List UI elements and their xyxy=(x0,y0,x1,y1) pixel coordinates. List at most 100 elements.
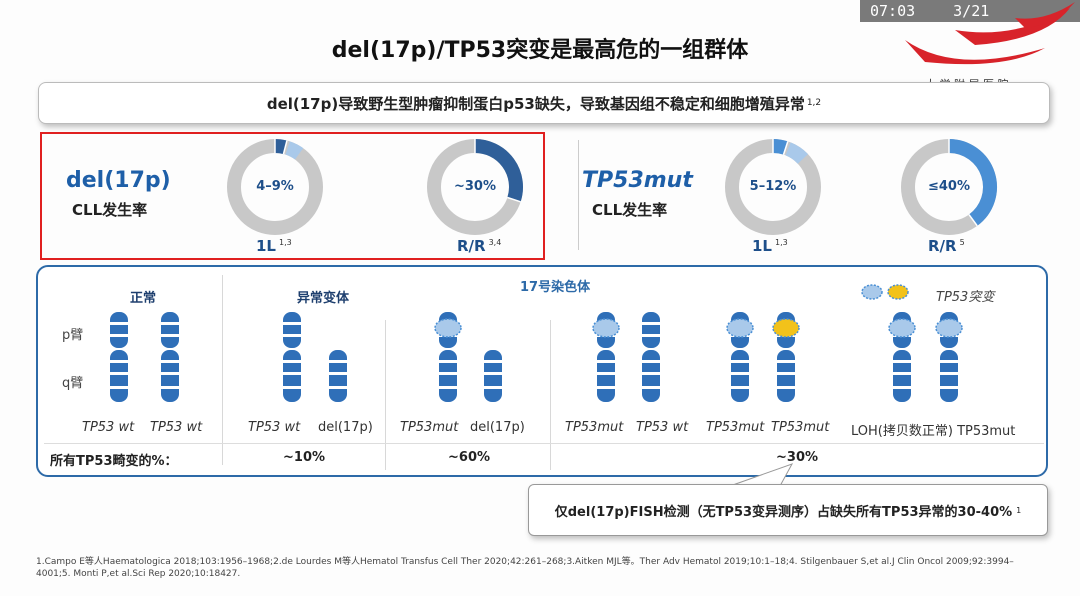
video-timestamp-bar: 07:03 3/21 xyxy=(860,0,1080,22)
tp53-mutation-marker xyxy=(888,318,916,338)
tp53-mutation-marker xyxy=(434,318,462,338)
chromosome-band xyxy=(893,360,911,363)
normal-heading: 正常 xyxy=(130,291,157,306)
elapsed-time: 07:03 xyxy=(870,2,916,20)
chromosome-diagram xyxy=(110,312,963,402)
chromosome-band xyxy=(161,372,179,375)
chromosome-q-arm xyxy=(329,350,347,402)
chromosome-q-arm xyxy=(161,350,179,402)
chromosome-q-arm xyxy=(940,350,958,402)
q-arm-label: q臂 xyxy=(62,376,84,391)
percent-del17p-only: ~10% xyxy=(283,450,326,465)
chromosome-q-arm xyxy=(439,350,457,402)
donut-tp53mut-rr-caption: R/R 5 xyxy=(928,237,965,255)
donut-del17p-rr-value: ~30% xyxy=(453,179,496,194)
chrom-label-normal-2: TP53 wt xyxy=(150,420,203,435)
chromosome-band xyxy=(484,372,502,375)
chromosome-q-arm xyxy=(597,350,615,402)
donut-slice-separator xyxy=(782,141,789,155)
chromosome-band xyxy=(940,386,958,389)
chromosome-band xyxy=(940,360,958,363)
chromosome-band xyxy=(283,334,301,337)
incidence-divider xyxy=(578,140,579,250)
donut-caption-text: 1L xyxy=(256,237,276,255)
chromosome-band xyxy=(161,334,179,337)
chromosome-band xyxy=(642,386,660,389)
chrom-label-c1: TP53mut xyxy=(565,420,624,435)
donut-caption-text: 1L xyxy=(752,237,772,255)
chromosome-band xyxy=(161,360,179,363)
donut-del17p-1l xyxy=(227,139,323,235)
chromosome-band xyxy=(597,360,615,363)
chromosome-band xyxy=(642,322,660,325)
donut-caption-text: R/R xyxy=(928,237,957,255)
chromosome-band xyxy=(439,372,457,375)
percent-row-rule xyxy=(44,443,1044,444)
chromosome-q-arm xyxy=(110,350,128,402)
fish-callout-refs: 1 xyxy=(1016,505,1022,515)
chromosome-q-arm xyxy=(642,350,660,402)
donut-tp53mut-rr-value: ≤40% xyxy=(927,179,970,194)
abnormal-heading: 异常变体 xyxy=(297,291,350,306)
tp53mut-label: TP53mut xyxy=(582,168,693,193)
chrom-label-d2: TP53mut xyxy=(771,420,830,435)
fish-callout-text: 仅del(17p)FISH检测（无TP53变异测序）占缺失所有TP53异常的30… xyxy=(554,504,1013,520)
chromosome-band xyxy=(731,372,749,375)
chromosome-band xyxy=(283,386,301,389)
percent-tp53mut-only: ~30% xyxy=(776,450,819,465)
chromosome-band xyxy=(439,386,457,389)
mutation-legend-label: TP53突变 xyxy=(936,290,995,305)
chrom-label-b1: TP53mut xyxy=(400,420,459,435)
references-footnote: 1.Campo E等人Haematologica 2018;103:1956–1… xyxy=(36,557,1014,579)
fish-callout: 仅del(17p)FISH检测（无TP53变异测序）占缺失所有TP53异常的30… xyxy=(528,484,1048,536)
chromosome-band xyxy=(597,372,615,375)
panel-divider xyxy=(550,320,551,470)
donut-slice-separator xyxy=(507,196,521,203)
chromosome-band xyxy=(642,360,660,363)
page-counter: 3/21 xyxy=(953,2,990,20)
chromosome-band xyxy=(940,372,958,375)
chromosome-p-arm xyxy=(283,312,301,348)
chromosome-band xyxy=(893,372,911,375)
chromosome-q-arm xyxy=(893,350,911,402)
tp53-mutation-marker xyxy=(592,318,620,338)
chromosome-band xyxy=(777,372,795,375)
donut-tp53mut-1l-value: 5–12% xyxy=(749,179,797,194)
chromosome-p-arm xyxy=(161,312,179,348)
chromosome-p-arm xyxy=(642,312,660,348)
chrom-label-a1: TP53 wt xyxy=(248,420,301,435)
donut-slice-primary xyxy=(948,139,997,226)
donut-caption-refs: 1,3 xyxy=(279,238,292,247)
donut-slice-separator xyxy=(968,214,978,227)
chromosome-band xyxy=(161,386,179,389)
chromosome-band xyxy=(110,372,128,375)
panel-divider xyxy=(222,275,223,465)
chromosome-band xyxy=(329,360,347,363)
tp53-mutation-marker xyxy=(935,318,963,338)
donut-tp53mut-1l-caption: 1L 1,3 xyxy=(752,237,788,255)
donut-slice-primary xyxy=(274,139,287,155)
panel-divider xyxy=(385,320,386,470)
chromosome-band xyxy=(110,322,128,325)
chromosome-band xyxy=(283,372,301,375)
chromosome-band xyxy=(597,386,615,389)
del17p-sub-label: CLL发生率 xyxy=(72,201,148,219)
mutation-legend-icons xyxy=(861,284,909,300)
donut-del17p-rr-caption: R/R 3,4 xyxy=(457,237,501,255)
tp53-mutation-marker xyxy=(726,318,754,338)
chrom-label-b2: del(17p) xyxy=(470,420,525,435)
chromosome-q-arm xyxy=(731,350,749,402)
key-message-refs: 1,2 xyxy=(806,98,822,108)
chrom-label-a2: del(17p) xyxy=(318,420,373,435)
donut-del17p-1l-value: 4–9% xyxy=(256,179,294,194)
donut-tp53mut-1l xyxy=(725,139,821,235)
slide-title: del(17p)/TP53突变是最高危的一组群体 xyxy=(331,38,749,63)
chromosome-band xyxy=(329,372,347,375)
chromosome-band xyxy=(642,372,660,375)
key-message-text: del(17p)导致野生型肿瘤抑制蛋白p53缺失，导致基因组不稳定和细胞增殖异常 xyxy=(266,94,805,113)
del17p-highlight-frame xyxy=(40,132,545,260)
donut-slice-separator xyxy=(282,140,288,155)
donut-del17p-rr xyxy=(427,139,523,235)
chromosome-band xyxy=(283,322,301,325)
